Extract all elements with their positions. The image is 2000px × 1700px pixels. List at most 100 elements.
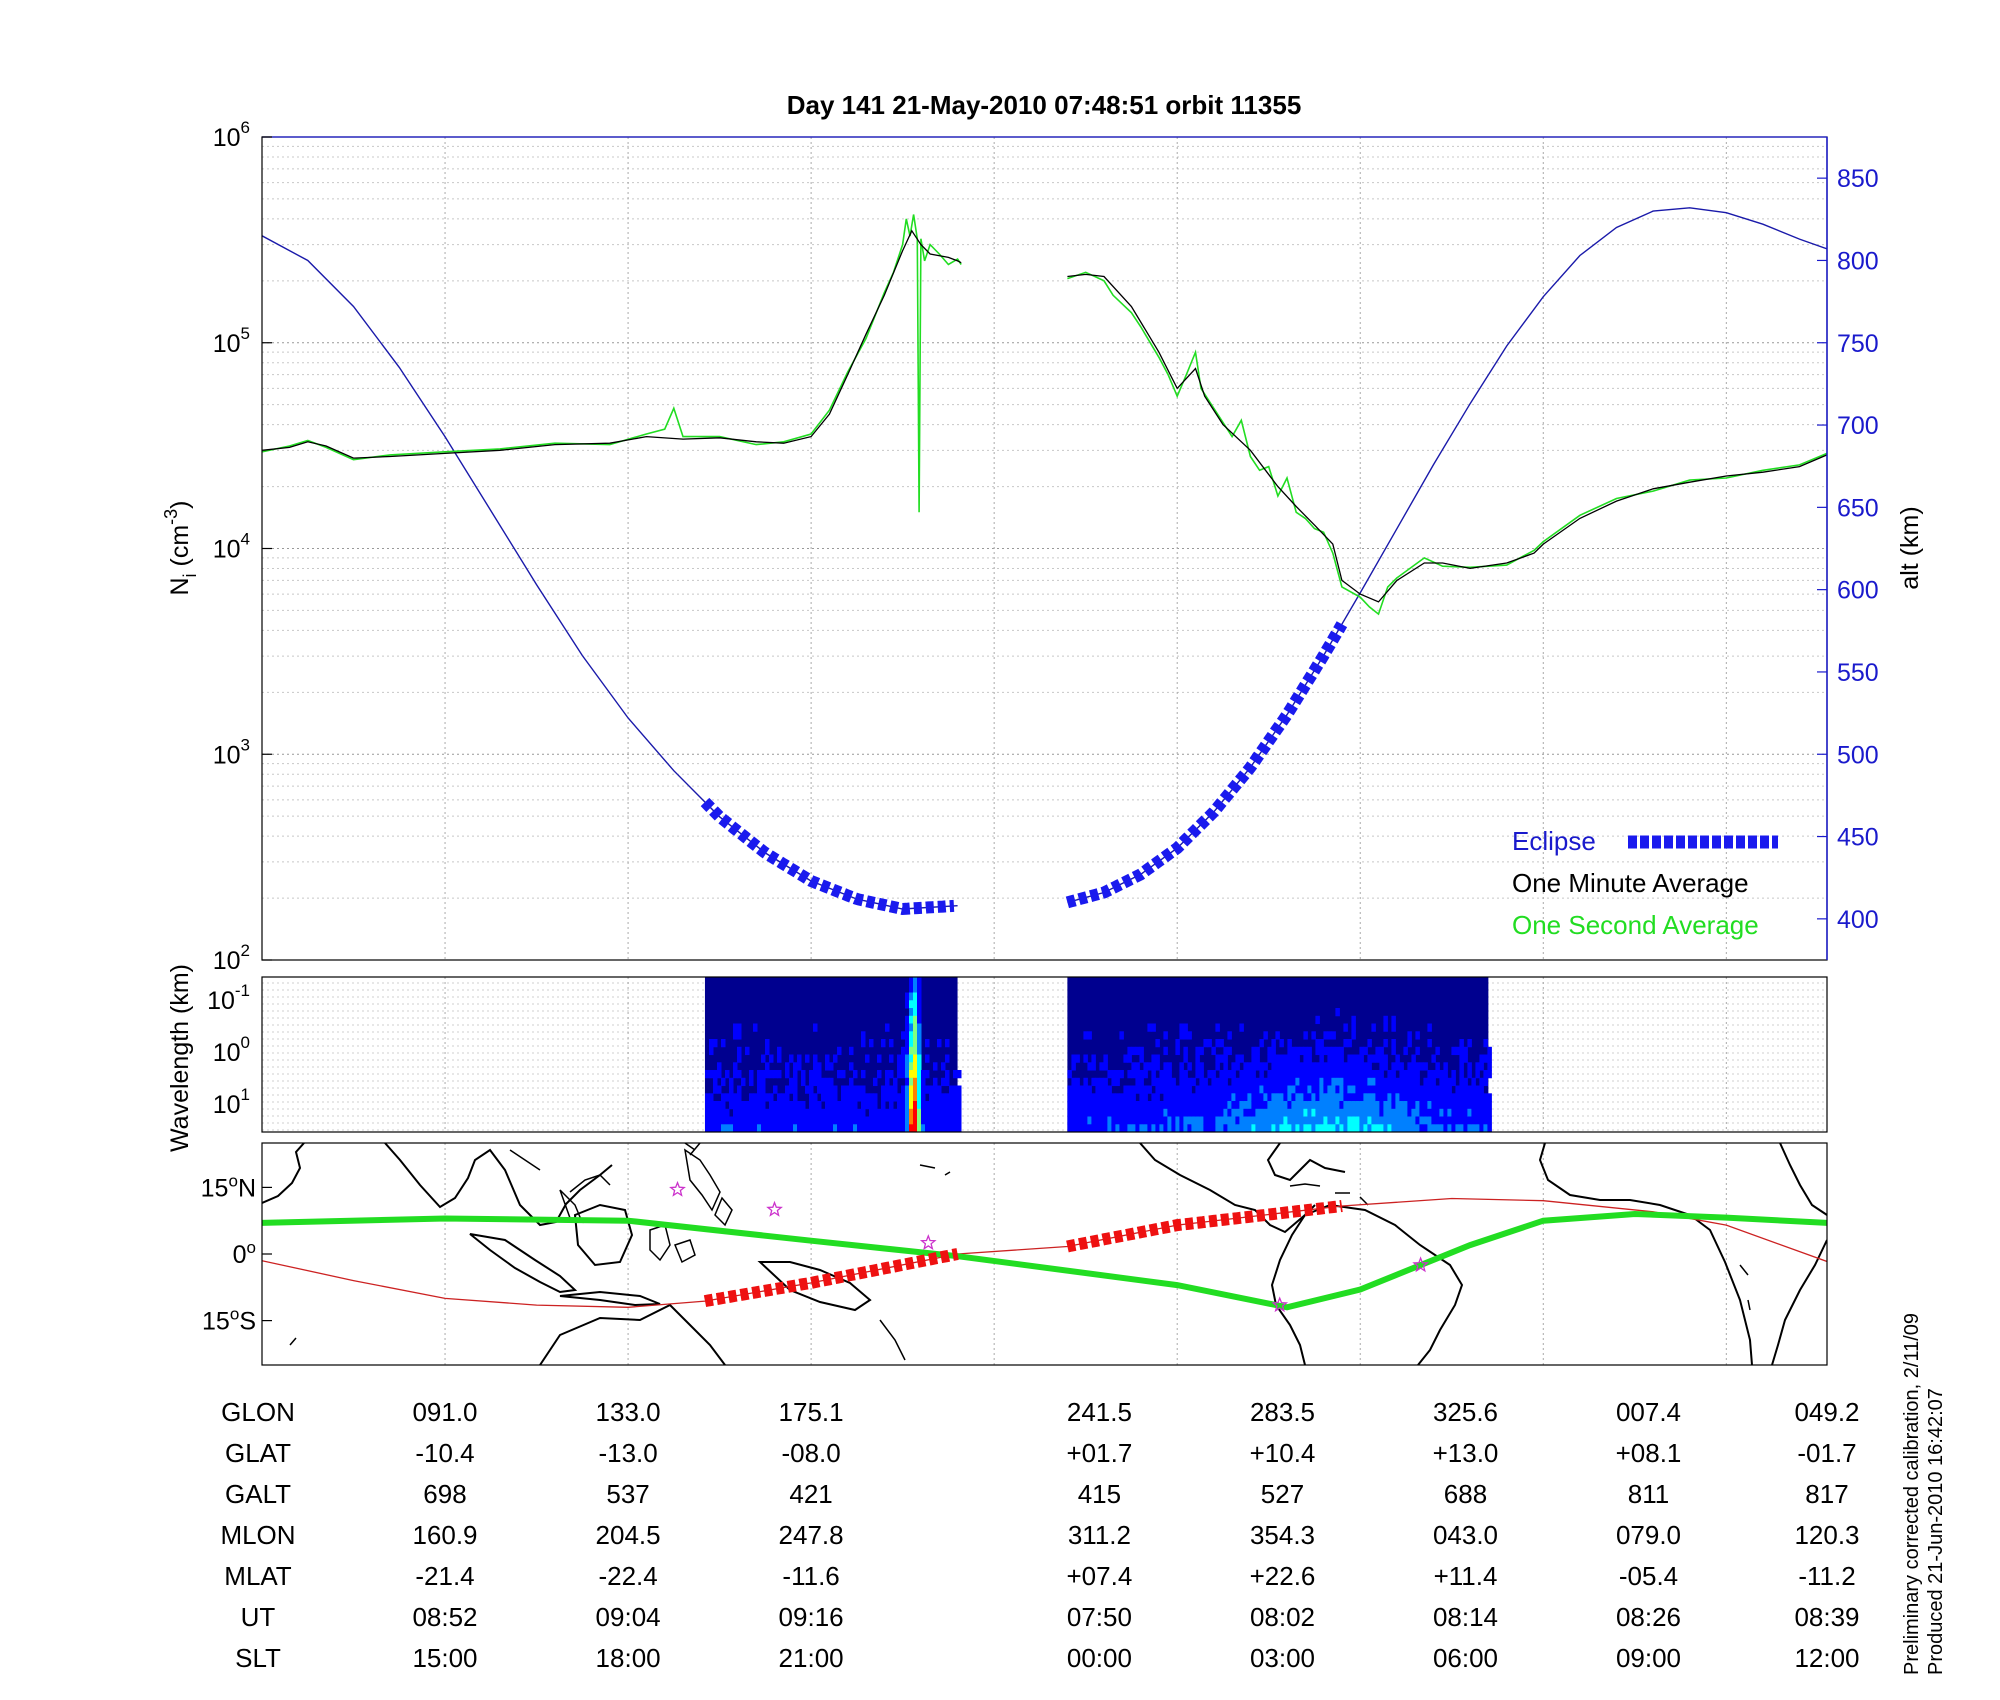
spectrogram-cell: [1299, 1046, 1304, 1056]
spectrogram-cell: [1235, 1108, 1240, 1118]
spectrogram-cell: [1143, 1062, 1148, 1071]
spectrogram-cell: [829, 1101, 834, 1110]
spectrogram-cell: [1271, 1108, 1276, 1118]
spectrogram-cell: [1311, 1062, 1316, 1071]
spectrogram-cell: [1275, 1054, 1280, 1063]
spectrogram-cell: [1315, 1093, 1320, 1102]
spectrogram-cell: [793, 1062, 798, 1071]
spectrogram-cell: [1447, 1085, 1452, 1094]
table-row-label: GLON: [221, 1397, 295, 1427]
spectrogram-cell: [1355, 1054, 1360, 1063]
spectrogram-cell: [1343, 1070, 1348, 1079]
spectrogram-cell: [825, 1124, 830, 1132]
spectrogram-cell: [1363, 1116, 1368, 1125]
spectrogram-cell: [905, 1085, 910, 1094]
spectrogram-cell: [1371, 1116, 1376, 1125]
spectrogram-cell: [1459, 1062, 1464, 1071]
spectrogram-cell: [1115, 1108, 1120, 1118]
table-cell: +01.7: [1067, 1438, 1133, 1468]
spectrogram-cell: [1327, 1054, 1332, 1063]
spectrogram-cell: [1275, 1116, 1280, 1125]
spectrogram-cell: [1215, 1039, 1220, 1048]
top-panel-grid: [262, 137, 1827, 961]
spectrogram-cell: [1143, 1093, 1148, 1102]
spectrogram-cell: [945, 1108, 950, 1118]
spectrogram-cell: [1227, 1108, 1232, 1118]
spectrogram-cell: [849, 1124, 854, 1132]
spectrogram-cell: [1115, 1116, 1120, 1125]
spectrogram-cell: [1335, 1054, 1340, 1063]
chart-title: Day 141 21-May-2010 07:48:51 orbit 11355: [787, 90, 1302, 120]
spectrogram-cell: [889, 1085, 894, 1094]
spectrogram-cell: [917, 1054, 922, 1063]
spectrogram-cell: [829, 1124, 834, 1132]
spectrogram-cell: [1219, 1124, 1224, 1132]
table-cell: 00:00: [1067, 1643, 1132, 1673]
spectrogram-cell: [1255, 1108, 1260, 1118]
spectrogram-cell: [1235, 1124, 1240, 1132]
spectrogram-cell: [1331, 1085, 1336, 1094]
spectrogram-cell: [1415, 1031, 1420, 1040]
spectrogram-cell: [1207, 1093, 1212, 1102]
spectrogram-cell: [1351, 1070, 1356, 1079]
spectrogram-cell: [829, 1077, 834, 1087]
spectrogram-cell: [949, 1124, 954, 1132]
spectrogram-cell: [1243, 1085, 1248, 1094]
spectrogram-cell: [1067, 1124, 1072, 1132]
spectrogram-cell: [1175, 1116, 1180, 1125]
spectrogram-cell: [1275, 1070, 1280, 1079]
spectrogram-cell: [1223, 1062, 1228, 1071]
spectrogram-cell: [1211, 1070, 1216, 1079]
spectrogram-cell: [861, 1108, 866, 1118]
spectrogram-cell: [785, 1108, 790, 1118]
spectrogram-cell: [773, 1085, 778, 1094]
spectrogram-cell: [1287, 1116, 1292, 1125]
spectrogram-cell: [1443, 1101, 1448, 1110]
spectrogram-cell: [1243, 1070, 1248, 1079]
spectrogram-cell: [913, 1054, 918, 1063]
spectrogram-cell: [921, 1085, 926, 1094]
spectrogram-cell: [1283, 1116, 1288, 1125]
spectrogram-cell: [1147, 1062, 1152, 1071]
spectrogram-cell: [1299, 1070, 1304, 1079]
spectrogram-cell: [777, 1054, 782, 1063]
spectrogram-cell: [797, 1116, 802, 1125]
spectrogram-cell: [837, 1070, 842, 1079]
spectrogram-cell: [909, 1023, 914, 1032]
spectrogram-cell: [797, 1054, 802, 1063]
spectrogram-cell: [713, 1116, 718, 1125]
spectrogram-cell: [1203, 1085, 1208, 1094]
spectrogram-cell: [1243, 1116, 1248, 1125]
spectrogram-cell: [917, 1108, 922, 1118]
spectrogram-cell: [753, 1108, 758, 1118]
spectrogram-cell: [761, 1101, 766, 1110]
spectrogram-cell: [1223, 1101, 1228, 1110]
spectrogram-cell: [889, 1116, 894, 1125]
spectrogram-cell: [1291, 1116, 1296, 1125]
spectrogram-cell: [841, 1085, 846, 1094]
station-star-icon: [1271, 1296, 1289, 1313]
spectrogram-cell: [1163, 1077, 1168, 1087]
spectrogram-cell: [1247, 1062, 1252, 1071]
spectrogram-cell: [1347, 1070, 1352, 1079]
spectrogram-cell: [1467, 1108, 1472, 1118]
spectrogram-cell: [1155, 1054, 1160, 1063]
spectrogram-cell: [937, 1101, 942, 1110]
spectrogram-cell: [1375, 1085, 1380, 1094]
spectrogram-cell: [857, 1108, 862, 1118]
spectrogram-cell: [1379, 1077, 1384, 1087]
coast-south-america-west: [1270, 1214, 1306, 1365]
spectrogram-cell: [729, 1085, 734, 1094]
spectrogram-cell: [945, 1093, 950, 1102]
spectrogram-cell: [753, 1093, 758, 1102]
spectrogram-cell: [1435, 1116, 1440, 1125]
spectrogram-cell: [1143, 1116, 1148, 1125]
spectrogram-cell: [721, 1039, 726, 1048]
spectrogram-cell: [1243, 1077, 1248, 1087]
spectrogram-cell: [877, 1070, 882, 1079]
spectrogram-cell: [1435, 1124, 1440, 1132]
spectrogram-cell: [821, 1077, 826, 1087]
spectrogram-cell: [937, 1093, 942, 1102]
spectrogram-cell: [957, 1085, 962, 1094]
